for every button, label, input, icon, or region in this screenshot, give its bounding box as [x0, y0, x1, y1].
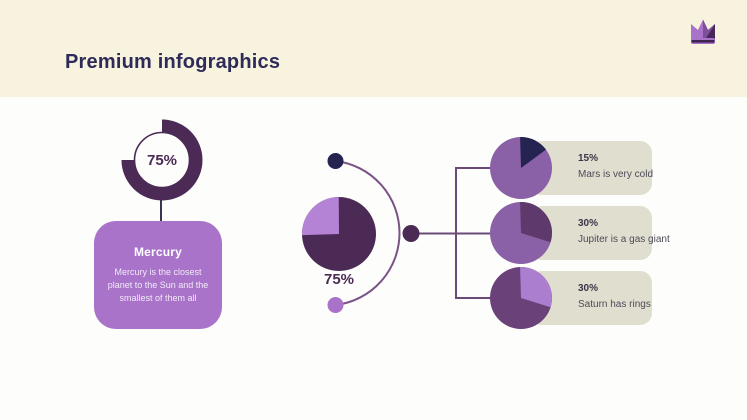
jupiter-pie-chart: [490, 202, 552, 264]
main-pie-chart: [302, 197, 376, 271]
mars-pie-slice: [490, 137, 552, 199]
crown-icon: [691, 19, 715, 44]
donut-value: 75%: [147, 152, 177, 169]
page-title: Premium infographics: [65, 51, 281, 73]
donut-card-stem: [160, 200, 162, 222]
mercury-card-description: Mercury is the closest planet to the Sun…: [107, 267, 209, 304]
mars-pie-chart: [490, 137, 552, 199]
jupiter-percent: 30%: [578, 218, 599, 229]
bracket-connector: [419, 167, 492, 299]
saturn-pie-slice: [490, 267, 552, 329]
saturn-percent: 30%: [578, 283, 599, 294]
main-pie-value: 75%: [323, 271, 355, 288]
arc-middle-dot: [402, 225, 420, 242]
header-band: Premium infographics: [0, 0, 747, 97]
mercury-card: Mercury Mercury is the closest planet to…: [94, 221, 222, 329]
mars-description: Mars is very cold: [578, 169, 654, 180]
arc-top-dot: [327, 153, 344, 169]
donut-chart: 75%: [121, 119, 203, 201]
saturn-description: Saturn has rings: [578, 299, 651, 310]
main-pie-slice: [302, 197, 376, 271]
saturn-pie-chart: [490, 267, 552, 329]
donut-arc: [121, 119, 203, 201]
mars-percent: 15%: [578, 153, 599, 164]
jupiter-description: Jupiter is a gas giant: [578, 234, 670, 245]
arc-bottom-dot: [327, 297, 344, 313]
jupiter-pie-slice: [490, 202, 552, 264]
mercury-card-title: Mercury: [133, 245, 183, 259]
